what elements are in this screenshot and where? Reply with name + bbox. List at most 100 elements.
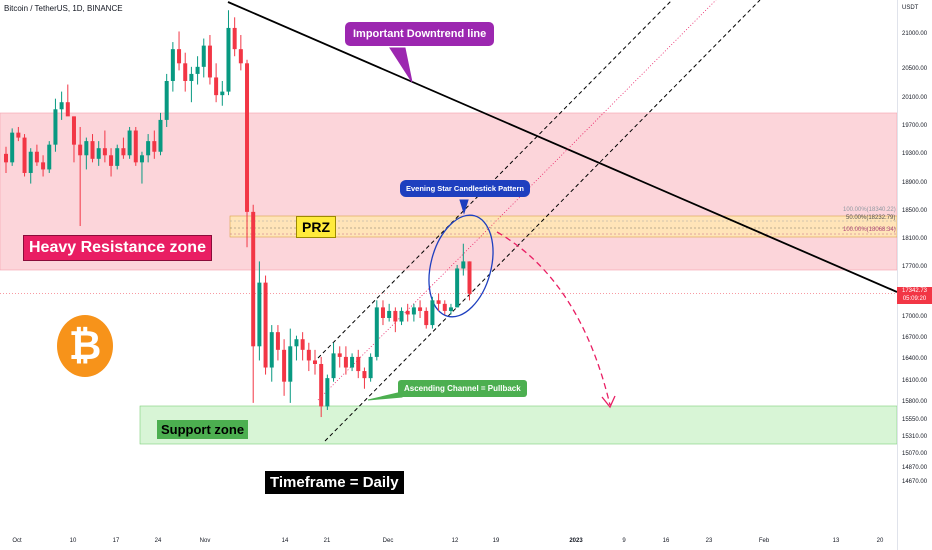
candle-body: [84, 141, 89, 156]
candle-body: [127, 130, 132, 156]
candle-body: [294, 339, 299, 347]
candle-body: [201, 45, 206, 67]
candles-layer: [4, 10, 472, 418]
candle-body: [306, 349, 311, 361]
candle-body: [195, 66, 200, 74]
candle-body: [467, 261, 472, 294]
candle-body: [183, 63, 188, 81]
price-tick: 15070.00: [902, 450, 928, 457]
candle-body: [263, 282, 268, 368]
candle-body: [436, 300, 441, 304]
time-tick: Oct: [12, 538, 22, 544]
candle-body: [78, 144, 83, 156]
evening-star-callout: Evening Star Candlestick Pattern: [400, 180, 530, 197]
candle-body: [158, 119, 163, 152]
candle-body: [226, 27, 231, 92]
price-tick: 16100.00: [902, 377, 928, 384]
downtrend-callout: Important Downtrend line: [345, 22, 495, 46]
candle-body: [10, 132, 15, 163]
candle-body: [380, 307, 385, 318]
candle-body: [177, 49, 182, 64]
price-axis[interactable]: [897, 0, 932, 550]
channel-callout-pointer: [367, 391, 403, 401]
candle-body: [189, 73, 194, 81]
candle-body: [102, 148, 107, 156]
candle-body: [90, 141, 95, 159]
candle-body: [455, 268, 460, 308]
time-tick: 9: [622, 538, 626, 544]
candle-body: [430, 300, 435, 326]
price-tick: 16400.00: [902, 356, 928, 363]
candle-body: [356, 356, 361, 372]
channel-lower-line: [324, 0, 761, 442]
candle-body: [121, 148, 126, 156]
timeframe-label: Timeframe = Daily: [265, 471, 404, 494]
projection-arrow-icon: [601, 395, 616, 409]
candle-body: [41, 162, 46, 170]
channel-midline: [317, 0, 717, 401]
time-tick: 13: [832, 538, 840, 544]
candle-body: [238, 49, 243, 64]
heavy-resistance-label: Heavy Resistance zone: [23, 235, 212, 261]
bitcoin-logo-icon: ₿: [57, 315, 113, 377]
candle-body: [337, 353, 342, 357]
time-tick: Nov: [199, 538, 211, 544]
fib-level-3: 100.00%(18068.34): [843, 227, 896, 233]
candle-body: [214, 77, 219, 96]
candle-body: [16, 132, 21, 138]
candle-body: [313, 360, 317, 364]
price-tick: 15550.00: [902, 416, 928, 423]
time-tick: 24: [154, 538, 162, 544]
price-tick: 15800.00: [902, 398, 928, 405]
candle-body: [387, 310, 392, 318]
price-tick: 20100.00: [902, 94, 928, 101]
price-tick: 18500.00: [902, 207, 928, 214]
price-tick: 18900.00: [902, 179, 928, 186]
price-axis-unit: USDT: [902, 5, 919, 11]
time-tick: 19: [492, 538, 500, 544]
price-tick: 18100.00: [902, 236, 928, 243]
candle-body: [115, 148, 120, 166]
candle-body: [152, 141, 157, 152]
current-price-value: 17342.73: [901, 288, 928, 294]
candle-body: [300, 339, 305, 350]
support-zone-label: Support zone: [157, 420, 249, 439]
candle-body: [368, 356, 373, 379]
candle-body: [362, 371, 367, 379]
bar-countdown: 05:09:20: [902, 296, 927, 302]
candle-body: [59, 102, 64, 110]
candle-body: [146, 141, 151, 156]
candle-body: [220, 91, 225, 96]
downtrend-callout-pointer: [389, 47, 413, 83]
candle-body: [319, 363, 324, 407]
time-tick: 23: [705, 538, 713, 544]
candle-body: [275, 332, 280, 350]
price-tick: 16700.00: [902, 335, 928, 342]
candle-body: [207, 45, 212, 78]
price-tick: 15310.00: [902, 433, 928, 440]
candle-body: [232, 27, 237, 50]
time-tick: Dec: [382, 538, 394, 544]
candle-body: [288, 346, 293, 382]
time-tick: 17: [112, 538, 120, 544]
time-tick: 10: [69, 538, 77, 544]
candle-body: [448, 307, 453, 311]
candle-body: [65, 102, 70, 117]
candle-body: [96, 148, 101, 159]
price-tick: 19300.00: [902, 151, 928, 158]
candle-body: [245, 63, 250, 212]
candle-body: [331, 353, 336, 379]
candle-body: [53, 109, 58, 145]
symbol-title[interactable]: Bitcoin / TetherUS, 1D, BINANCE: [4, 4, 123, 13]
candle-body: [257, 282, 262, 347]
candle-body: [424, 310, 429, 326]
candle-body: [411, 307, 416, 315]
candle-body: [269, 332, 274, 368]
candle-body: [170, 49, 175, 81]
fib-level-2: 50.00%(18232.79): [846, 215, 896, 221]
candle-body: [442, 303, 447, 311]
drawings-layer: [0, 0, 898, 442]
fib-level-1: 100.00%(18340.22): [843, 207, 896, 213]
